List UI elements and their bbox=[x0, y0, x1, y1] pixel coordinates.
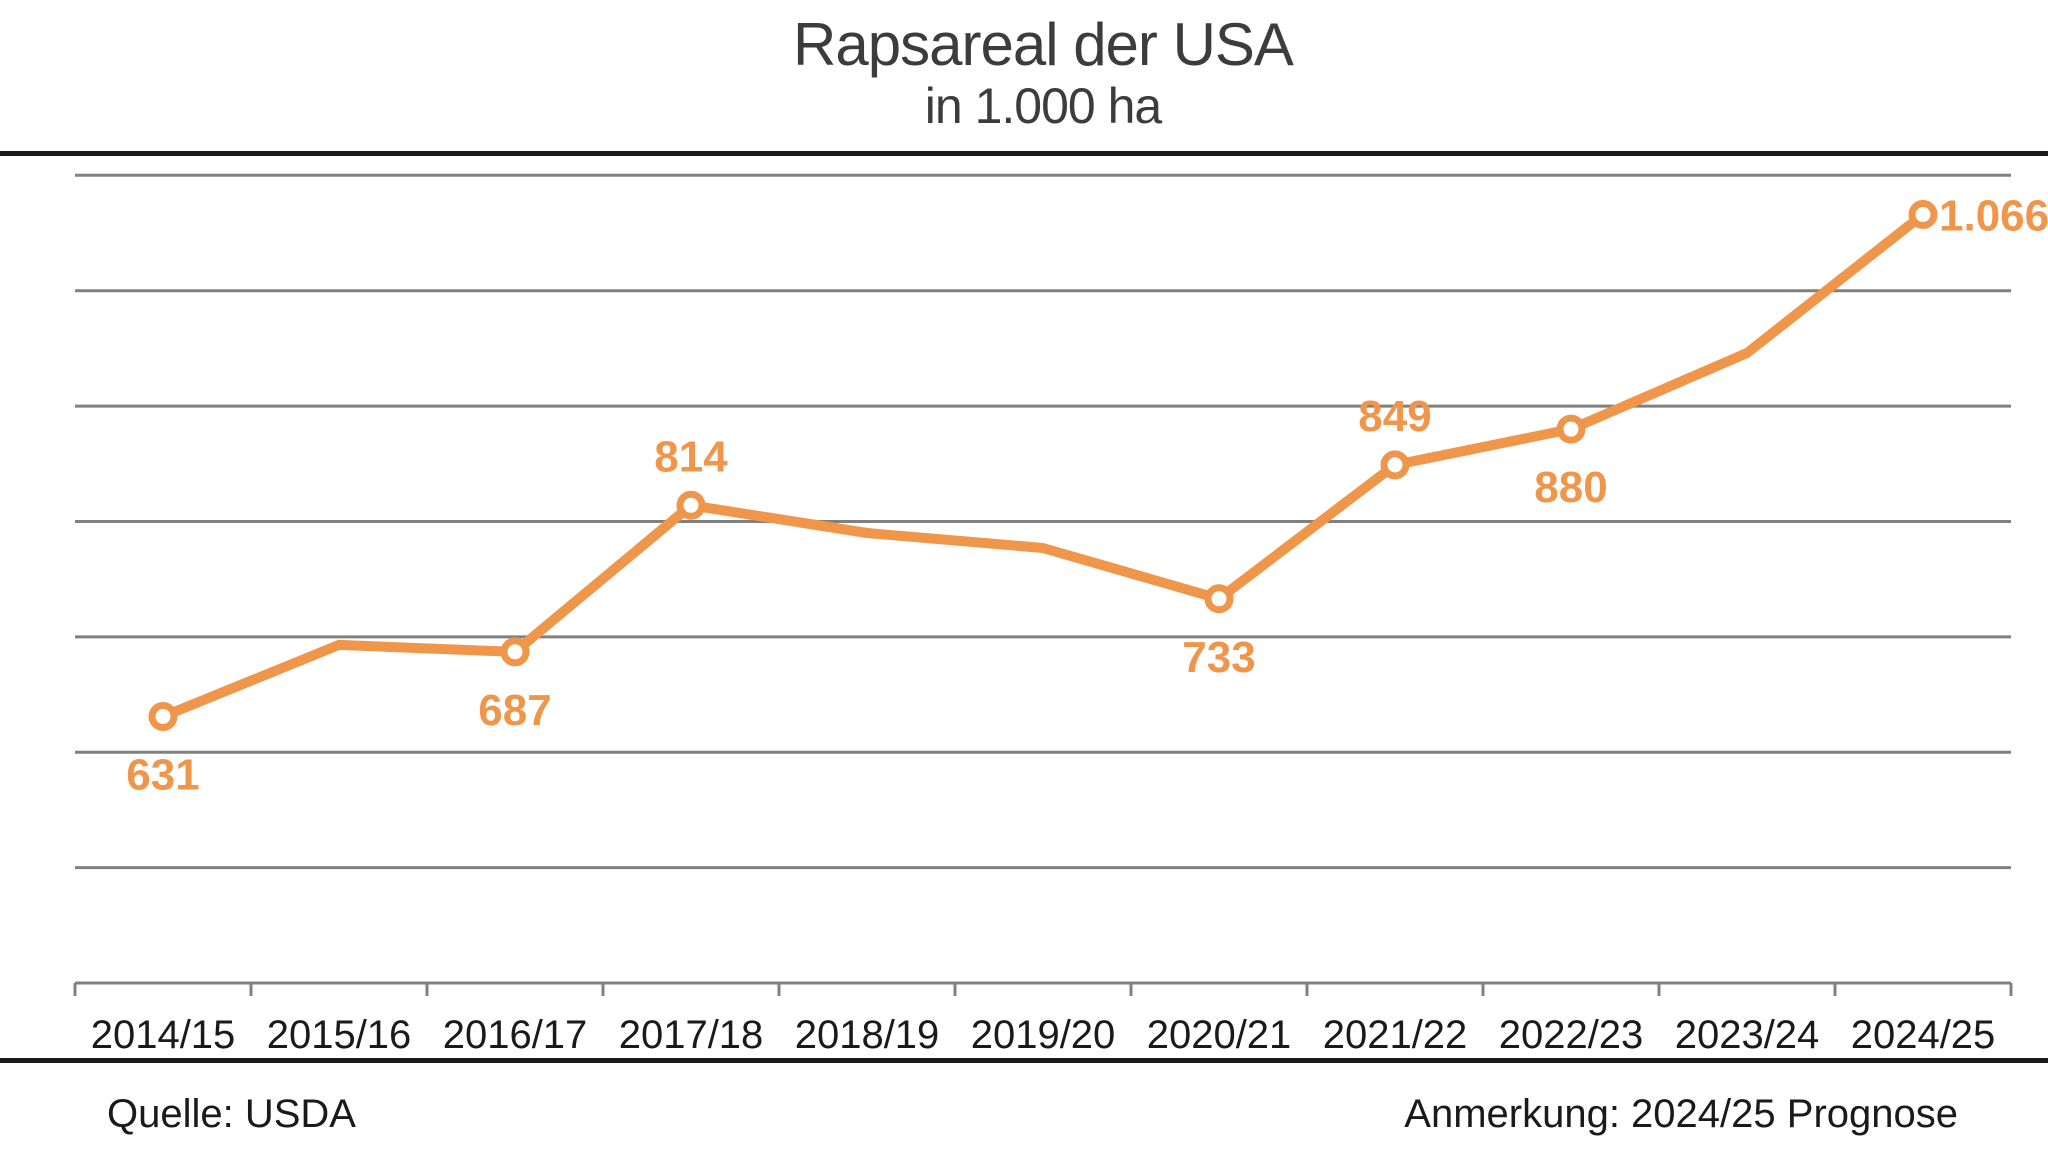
data-point-marker bbox=[1908, 200, 1938, 230]
x-tick-label: 2017/18 bbox=[619, 1013, 764, 1057]
data-point-label: 1.066 bbox=[1939, 192, 2048, 241]
annotation-note: Anmerkung: 2024/25 Prognose bbox=[1404, 1092, 1958, 1136]
x-tick-label: 2018/19 bbox=[795, 1013, 940, 1057]
data-point-label: 733 bbox=[1182, 633, 1255, 682]
data-point-label: 687 bbox=[478, 686, 551, 735]
x-tick-label: 2014/15 bbox=[91, 1013, 236, 1057]
data-point-marker bbox=[1556, 414, 1586, 444]
x-tick-label: 2019/20 bbox=[971, 1013, 1116, 1057]
x-tick-label: 2024/25 bbox=[1851, 1013, 1996, 1057]
data-point-label: 880 bbox=[1534, 463, 1607, 512]
data-point-label: 814 bbox=[654, 432, 728, 481]
x-tick-label: 2023/24 bbox=[1675, 1013, 1820, 1057]
data-point-marker bbox=[148, 701, 178, 731]
data-point-label: 631 bbox=[126, 750, 199, 799]
x-tick-label: 2020/21 bbox=[1147, 1013, 1292, 1057]
x-tick-label: 2016/17 bbox=[443, 1013, 588, 1057]
data-line bbox=[161, 210, 1927, 722]
data-point-marker bbox=[1380, 450, 1410, 480]
top-separator-line bbox=[0, 151, 2048, 156]
chart-subtitle: in 1.000 ha bbox=[924, 78, 1162, 134]
data-point-marker bbox=[676, 490, 706, 520]
chart-header: Rapsareal der USA in 1.000 ha bbox=[75, 11, 2011, 135]
data-point-marker bbox=[1204, 584, 1234, 614]
bottom-separator-line bbox=[0, 1058, 2048, 1063]
chart-title: Rapsareal der USA bbox=[793, 11, 1294, 78]
data-point-label: 849 bbox=[1358, 392, 1431, 441]
x-tick-label: 2021/22 bbox=[1323, 1013, 1468, 1057]
x-tick-label: 2015/16 bbox=[267, 1013, 412, 1057]
data-point-marker bbox=[500, 637, 530, 667]
x-tick-label: 2022/23 bbox=[1499, 1013, 1644, 1057]
source-note: Quelle: USDA bbox=[107, 1092, 356, 1136]
